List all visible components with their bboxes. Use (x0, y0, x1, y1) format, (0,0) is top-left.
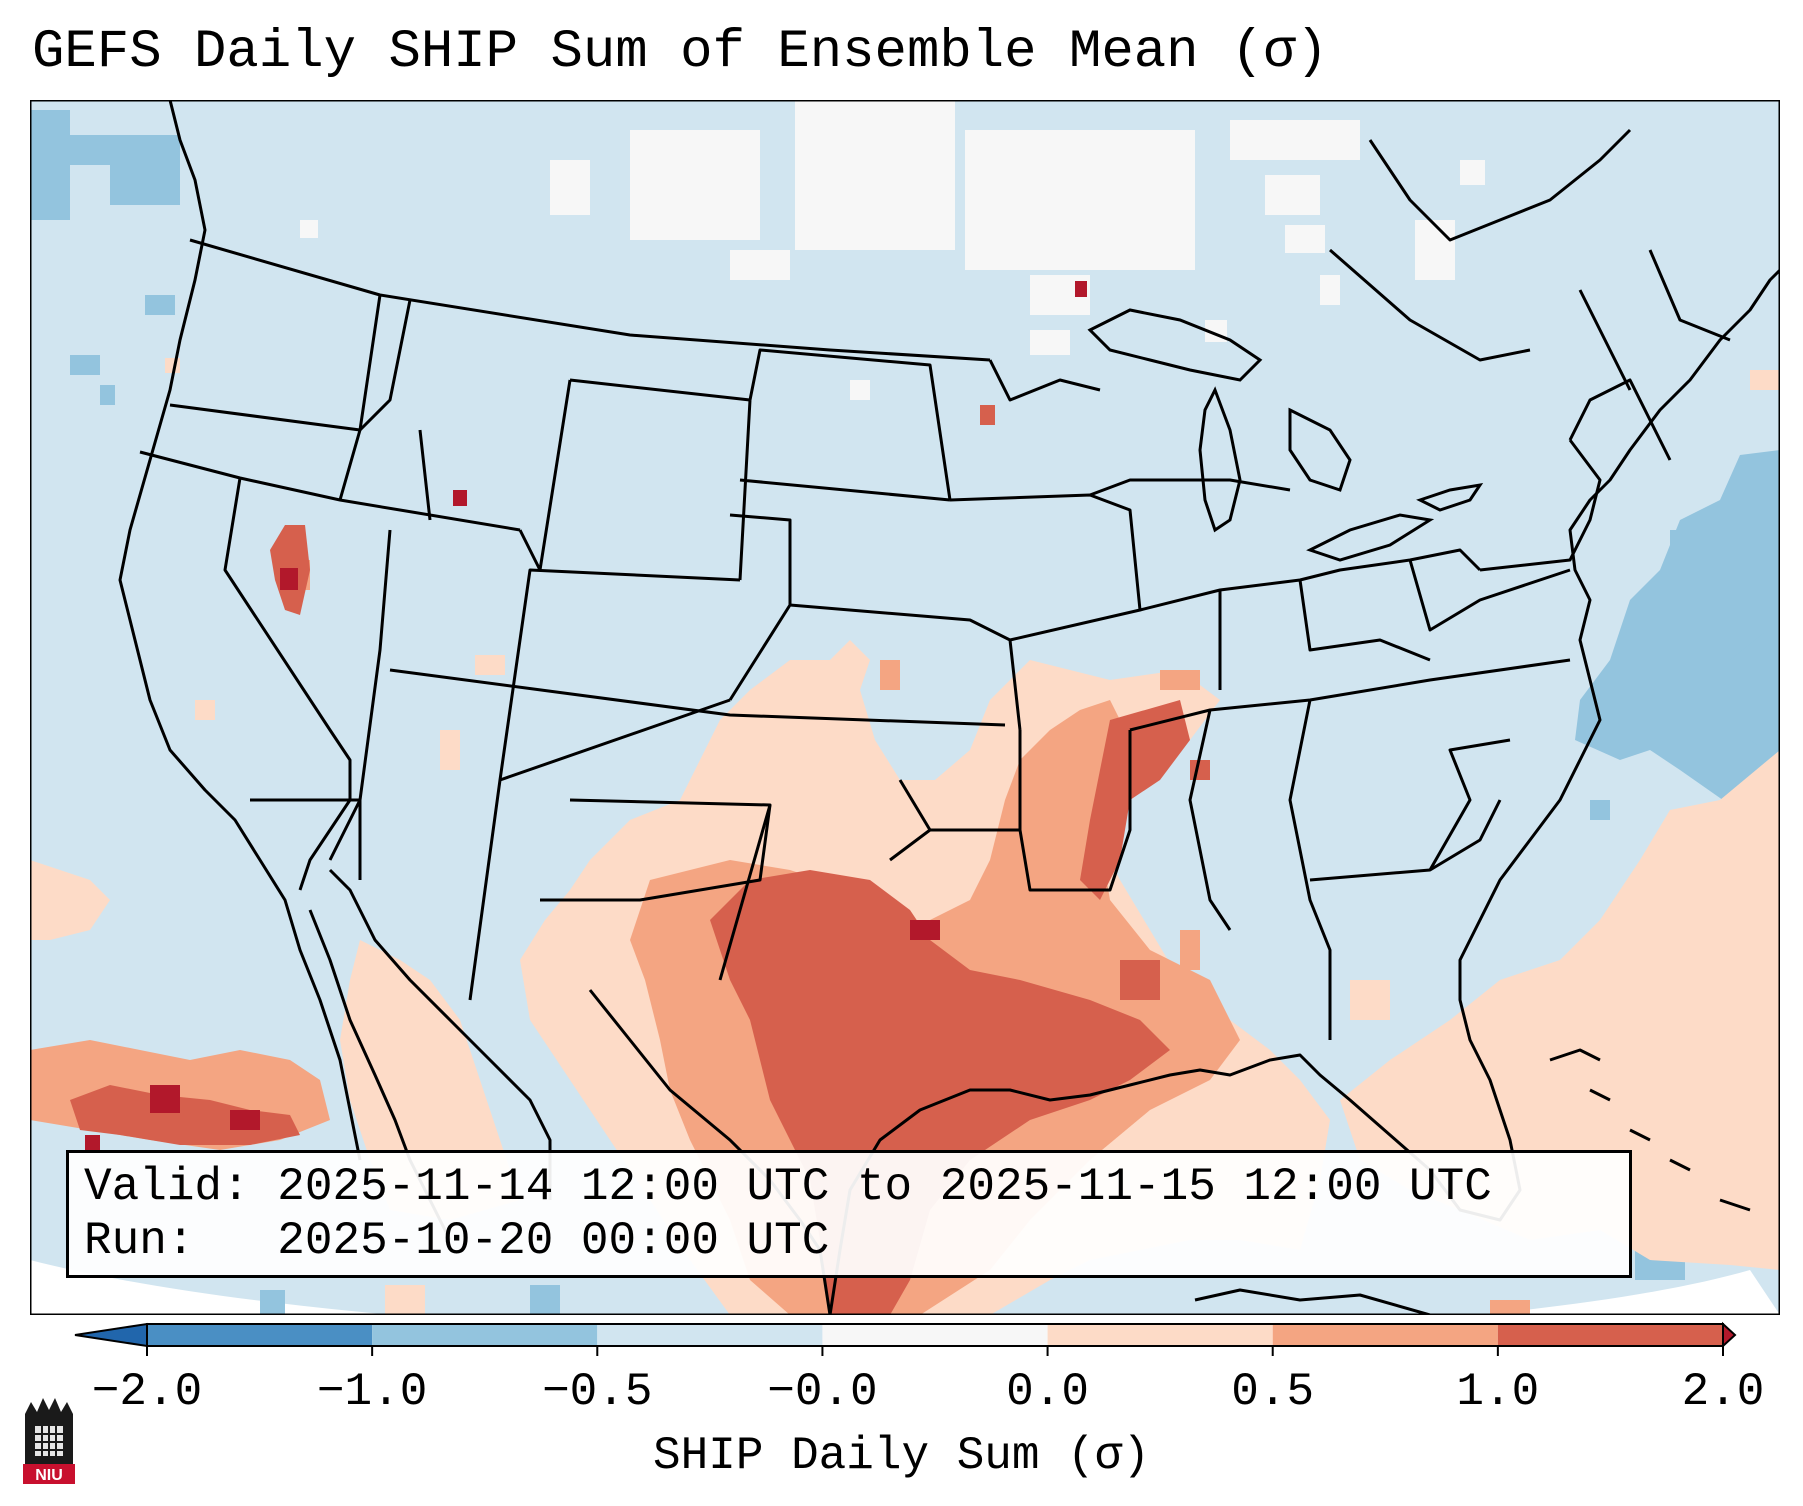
niu-castle-logo-icon: NIU (23, 1398, 75, 1484)
colorbar-segment (372, 1324, 598, 1346)
colorbar-tick-label: 0.0 (1006, 1366, 1089, 1418)
colorbar-tick-label: −0.0 (767, 1366, 878, 1418)
colorbar-segment (1047, 1324, 1273, 1346)
valid-value: 2025-11-14 12:00 UTC to 2025-11-15 12:00… (277, 1161, 1492, 1213)
colorbar-extend-low (74, 1322, 148, 1348)
state-borders (139, 128, 1731, 1040)
colorbar-extend-high (1722, 1321, 1737, 1349)
colorbar (74, 1321, 1737, 1356)
colorbar-tick-label: −2.0 (91, 1366, 203, 1418)
colorbar-tick-label: 2.0 (1681, 1366, 1765, 1418)
colorbar-segment (597, 1324, 823, 1346)
colorbar-tick-label: 0.5 (1231, 1366, 1315, 1418)
colorbar-frame (146, 1323, 1724, 1347)
near-zero-areas (300, 100, 1485, 400)
colorbar-tick-label: −1.0 (316, 1366, 428, 1418)
run-value: 2025-10-20 00:00 UTC (277, 1215, 830, 1267)
colorbar-label: SHIP Daily Sum (σ) (653, 1430, 1150, 1482)
valid-label: Valid: (84, 1161, 250, 1213)
colorbar-segment (822, 1324, 1048, 1346)
extreme-positive-anomaly-areas (85, 281, 1087, 1150)
base-field (30, 100, 1780, 1315)
colorbar-tick-label: −0.5 (542, 1366, 653, 1418)
run-line: Run: 2025-10-20 00:00 UTC (84, 1215, 829, 1267)
colorbar-segment (147, 1324, 373, 1346)
colorbar-segment (1497, 1324, 1723, 1346)
valid-line: Valid: 2025-11-14 12:00 UTC to 2025-11-1… (84, 1161, 1492, 1213)
map-panel[interactable] (30, 100, 1780, 1315)
colorbar-segment (1272, 1324, 1498, 1346)
run-label: Run: (84, 1215, 195, 1267)
colorbar-tick-label: 1.0 (1456, 1366, 1540, 1418)
great-lakes (1087, 308, 1484, 562)
validity-info-box: Valid: 2025-11-14 12:00 UTC to 2025-11-1… (66, 1150, 1632, 1278)
map-title: GEFS Daily SHIP Sum of Ensemble Mean (σ) (32, 22, 1329, 83)
logo-text: NIU (35, 1467, 63, 1484)
